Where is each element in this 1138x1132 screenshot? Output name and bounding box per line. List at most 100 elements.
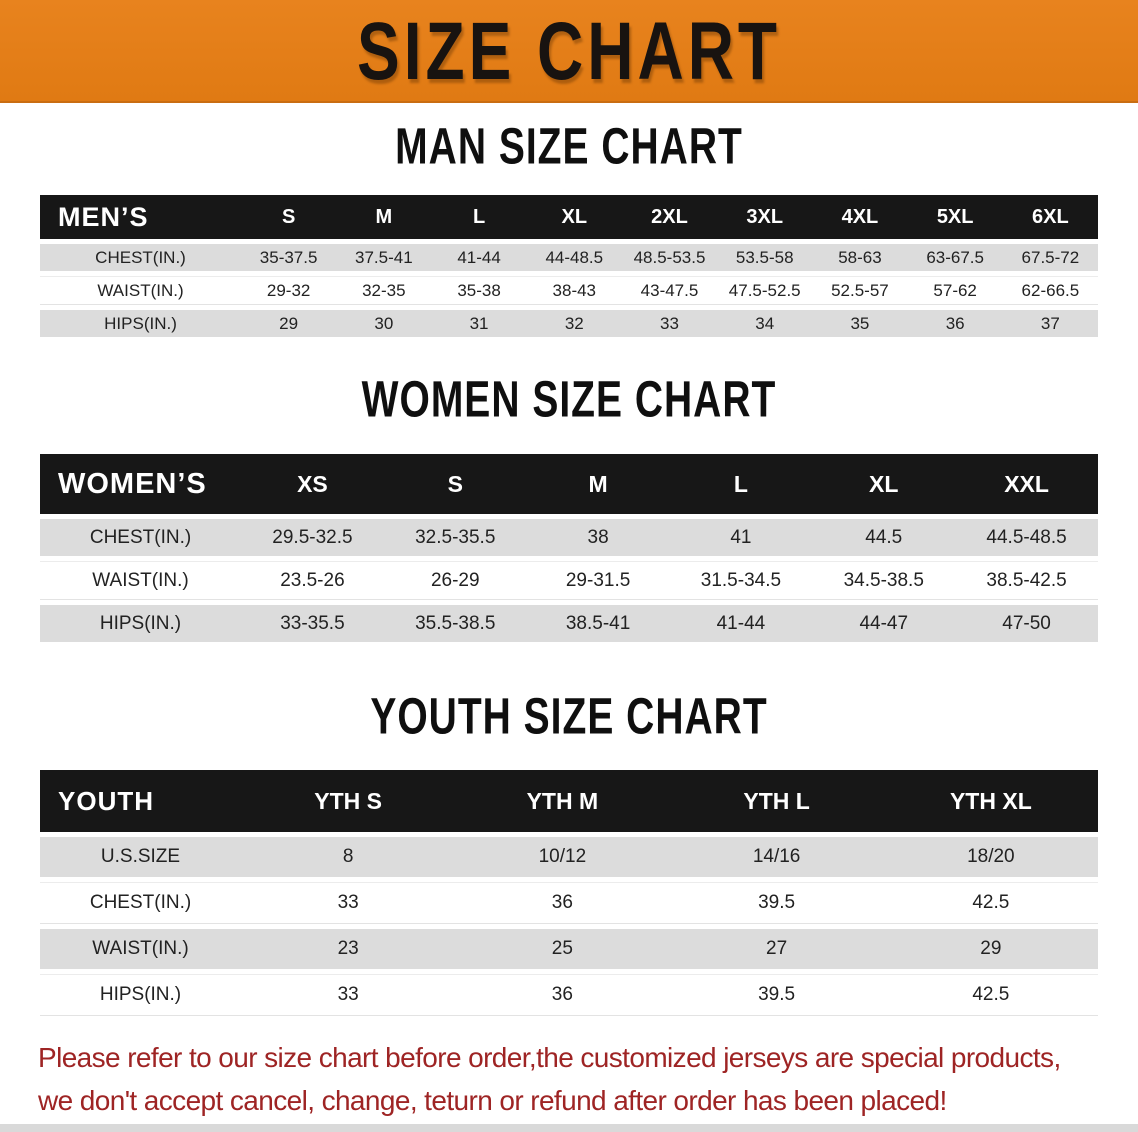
value-cell: 42.5 xyxy=(883,882,1098,924)
value-cell: 29 xyxy=(883,929,1098,969)
value-cell: 67.5-72 xyxy=(1002,244,1098,271)
value-cell: 62-66.5 xyxy=(1002,276,1098,305)
table-size-header-cell: S xyxy=(383,454,527,514)
table-row: CHEST(IN.) 33 36 39.5 42.5 xyxy=(40,882,1098,924)
value-cell: 39.5 xyxy=(669,882,884,924)
row-label-cell: CHEST(IN.) xyxy=(40,882,242,924)
value-cell: 29-31.5 xyxy=(526,561,670,600)
disclaimer-line-1: Please refer to our size chart before or… xyxy=(38,1042,1061,1073)
value-cell: 34.5-38.5 xyxy=(812,561,956,600)
value-cell: 43-47.5 xyxy=(621,276,718,305)
value-cell: 58-63 xyxy=(812,244,908,271)
value-cell: 53.5-58 xyxy=(717,244,813,271)
value-cell: 33 xyxy=(241,882,456,924)
value-cell: 29.5-32.5 xyxy=(241,519,384,556)
value-cell: 32 xyxy=(526,310,622,337)
value-cell: 23.5-26 xyxy=(241,561,384,600)
table-size-header-cell: YTH XL xyxy=(883,770,1098,832)
table-row: WAIST(IN.) 23 25 27 29 xyxy=(40,929,1098,969)
value-cell: 27 xyxy=(669,929,884,969)
value-cell: 41-44 xyxy=(431,244,527,271)
value-cell: 41 xyxy=(669,519,813,556)
table-row: HIPS(IN.) 33-35.5 35.5-38.5 38.5-41 41-44 44-… xyxy=(40,605,1098,642)
youth-size-table: YOUTH YTH S YTH M YTH L YTH XL U.S.SIZE 8 10/12… xyxy=(40,765,1098,1021)
row-label-cell: CHEST(IN.) xyxy=(40,519,242,556)
value-cell: 44.5-48.5 xyxy=(955,519,1098,556)
value-cell: 35-38 xyxy=(431,276,527,305)
table-size-header-cell: S xyxy=(241,195,337,239)
table-size-header-cell: 2XL xyxy=(621,195,718,239)
table-row: CHEST(IN.) 35-37.5 37.5-41 41-44 44-48.5 48.5… xyxy=(40,244,1098,271)
table-row: U.S.SIZE 8 10/12 14/16 18/20 xyxy=(40,837,1098,877)
value-cell: 18/20 xyxy=(883,837,1098,877)
value-cell: 23 xyxy=(241,929,456,969)
table-size-header-cell: YTH L xyxy=(669,770,884,832)
table-row: HIPS(IN.) 29 30 31 32 33 34 35 36 37 xyxy=(40,310,1098,337)
value-cell: 35 xyxy=(812,310,908,337)
value-cell: 29-32 xyxy=(241,276,337,305)
value-cell: 36 xyxy=(907,310,1003,337)
value-cell: 8 xyxy=(241,837,456,877)
value-cell: 38 xyxy=(526,519,670,556)
value-cell: 29 xyxy=(241,310,337,337)
table-header-row: YOUTH YTH S YTH M YTH L YTH XL xyxy=(40,770,1098,832)
value-cell: 47-50 xyxy=(955,605,1098,642)
size-chart-banner: SIZE CHART xyxy=(0,0,1138,103)
row-label-cell: CHEST(IN.) xyxy=(40,244,242,271)
value-cell: 42.5 xyxy=(883,974,1098,1016)
value-cell: 57-62 xyxy=(907,276,1003,305)
value-cell: 38.5-41 xyxy=(526,605,670,642)
value-cell: 31.5-34.5 xyxy=(669,561,813,600)
value-cell: 63-67.5 xyxy=(907,244,1003,271)
value-cell: 47.5-52.5 xyxy=(717,276,813,305)
table-size-header-cell: 6XL xyxy=(1002,195,1098,239)
value-cell: 32-35 xyxy=(336,276,432,305)
row-label-cell: HIPS(IN.) xyxy=(40,605,242,642)
disclaimer-text: Please refer to our size chart before or… xyxy=(38,1036,1138,1122)
table-size-header-cell: 3XL xyxy=(717,195,813,239)
man-size-chart-title: MAN SIZE CHART xyxy=(395,119,743,176)
value-cell: 39.5 xyxy=(669,974,884,1016)
table-row: CHEST(IN.) 29.5-32.5 32.5-35.5 38 41 44.5 44.5… xyxy=(40,519,1098,556)
table-size-header-cell: M xyxy=(336,195,432,239)
value-cell: 25 xyxy=(455,929,670,969)
value-cell: 14/16 xyxy=(669,837,884,877)
value-cell: 30 xyxy=(336,310,432,337)
value-cell: 31 xyxy=(431,310,527,337)
value-cell: 38.5-42.5 xyxy=(955,561,1098,600)
bottom-divider xyxy=(0,1124,1138,1132)
value-cell: 44.5 xyxy=(812,519,956,556)
table-size-header-cell: XXL xyxy=(955,454,1098,514)
value-cell: 37 xyxy=(1002,310,1098,337)
table-size-header-cell: XL xyxy=(812,454,956,514)
value-cell: 33-35.5 xyxy=(241,605,384,642)
value-cell: 26-29 xyxy=(383,561,527,600)
value-cell: 35-37.5 xyxy=(241,244,337,271)
disclaimer-line-2: we don't accept cancel, change, teturn o… xyxy=(38,1085,947,1116)
value-cell: 41-44 xyxy=(669,605,813,642)
row-label-cell: WAIST(IN.) xyxy=(40,276,242,305)
row-label-cell: U.S.SIZE xyxy=(40,837,242,877)
value-cell: 36 xyxy=(455,974,670,1016)
value-cell: 44-48.5 xyxy=(526,244,622,271)
value-cell: 36 xyxy=(455,882,670,924)
value-cell: 33 xyxy=(621,310,718,337)
table-size-header-cell: YTH M xyxy=(455,770,670,832)
table-row: WAIST(IN.) 23.5-26 26-29 29-31.5 31.5-34.5 34… xyxy=(40,561,1098,600)
table-header-row: MEN’S S M L XL 2XL 3XL 4XL 5XL 6XL xyxy=(40,195,1098,239)
value-cell: 37.5-41 xyxy=(336,244,432,271)
value-cell: 48.5-53.5 xyxy=(621,244,718,271)
table-size-header-cell: L xyxy=(669,454,813,514)
table-size-header-cell: M xyxy=(526,454,670,514)
value-cell: 33 xyxy=(241,974,456,1016)
value-cell: 44-47 xyxy=(812,605,956,642)
table-brand-cell: MEN’S xyxy=(40,195,242,239)
row-label-cell: HIPS(IN.) xyxy=(40,974,242,1016)
youth-size-chart-title: YOUTH SIZE CHART xyxy=(370,689,768,746)
value-cell: 52.5-57 xyxy=(812,276,908,305)
value-cell: 32.5-35.5 xyxy=(383,519,527,556)
value-cell: 38-43 xyxy=(526,276,622,305)
womens-size-table: WOMEN’S XS S M L XL XXL CHEST(IN.) 29.5-32.5 32.5… xyxy=(40,449,1098,647)
value-cell: 10/12 xyxy=(455,837,670,877)
